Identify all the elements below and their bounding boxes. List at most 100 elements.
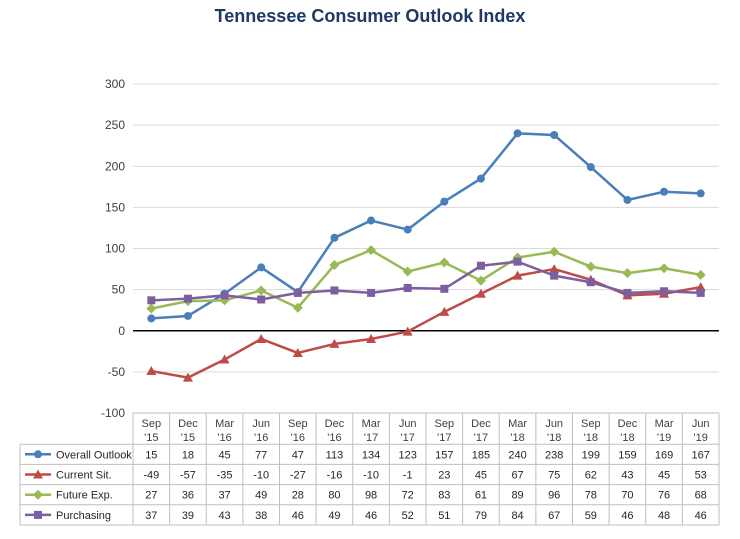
table-cell: 48 [658, 510, 670, 522]
data-point [696, 189, 705, 198]
table-cell: -10 [363, 470, 379, 482]
data-point [439, 257, 450, 268]
table-cell: 45 [475, 470, 487, 482]
data-point [146, 303, 157, 314]
data-point [660, 187, 669, 196]
x-tick-label: '17 [474, 432, 488, 444]
table-cell: 83 [438, 490, 450, 502]
table-cell: 53 [695, 470, 707, 482]
data-point [586, 163, 595, 172]
data-point [366, 333, 377, 343]
x-tick-label: '18 [584, 432, 598, 444]
data-point [623, 288, 632, 297]
x-tick-label: Mar [215, 418, 234, 430]
data-point [367, 288, 376, 297]
data-point [475, 275, 486, 286]
table-cell: 240 [508, 449, 526, 461]
data-point [585, 261, 596, 272]
x-tick-label: '15 [144, 432, 158, 444]
series-line [151, 260, 701, 302]
x-tick-label: '18 [620, 432, 634, 444]
series-name: Overall Outlook [56, 449, 132, 461]
y-tick-label: -100 [101, 406, 125, 420]
legend-key-marker [34, 510, 42, 519]
table-cell: 46 [621, 510, 633, 522]
table-cell: 62 [585, 470, 597, 482]
x-tick-label: Jun [545, 418, 563, 430]
table-cell: 67 [511, 470, 523, 482]
table-cell: 45 [218, 449, 230, 461]
table-cell: 80 [328, 490, 340, 502]
table-cell: -10 [253, 470, 269, 482]
table-cell: 15 [145, 449, 157, 461]
data-point [329, 338, 340, 348]
x-tick-label: '19 [694, 432, 708, 444]
table-cell: -27 [290, 470, 306, 482]
data-point [696, 288, 705, 297]
table-cell: 52 [402, 510, 414, 522]
data-point [402, 266, 413, 277]
x-tick-label: Dec [618, 418, 638, 430]
series-name: Future Exp. [56, 490, 113, 502]
table-cell: -35 [217, 470, 233, 482]
data-point [402, 326, 413, 336]
table-cell: 45 [658, 470, 670, 482]
data-point [147, 296, 156, 305]
table-cell: 59 [585, 510, 597, 522]
x-tick-label: '18 [547, 432, 561, 444]
table-cell: 27 [145, 490, 157, 502]
x-tick-label: '16 [327, 432, 341, 444]
data-point [147, 314, 156, 323]
x-tick-label: '17 [364, 432, 378, 444]
table-cell: 89 [511, 490, 523, 502]
table-cell: 49 [255, 490, 267, 502]
y-tick-label: 200 [105, 159, 125, 173]
x-tick-label: Jun [692, 418, 710, 430]
data-point [293, 288, 302, 297]
x-tick-label: Sep [142, 418, 162, 430]
data-point [440, 197, 449, 206]
data-point [513, 129, 522, 138]
y-tick-label: 100 [105, 242, 125, 256]
table-cell: 43 [218, 510, 230, 522]
data-point [256, 333, 267, 343]
data-point [183, 311, 192, 320]
x-tick-label: Sep [435, 418, 455, 430]
legend-key-marker [33, 469, 43, 479]
table-cell: 98 [365, 490, 377, 502]
table-cell: 47 [292, 449, 304, 461]
x-tick-label: '15 [181, 432, 195, 444]
table-cell: 46 [365, 510, 377, 522]
data-point [182, 372, 193, 382]
data-point [440, 284, 449, 293]
table-cell: 185 [472, 449, 490, 461]
table-cell: 123 [399, 449, 417, 461]
table-cell: 157 [435, 449, 453, 461]
table-cell: 37 [218, 490, 230, 502]
table-cell: 23 [438, 470, 450, 482]
x-tick-label: Dec [471, 418, 491, 430]
x-tick-label: Jun [399, 418, 417, 430]
table-cell: 36 [182, 490, 194, 502]
x-tick-label: '18 [510, 432, 524, 444]
x-tick-label: Mar [362, 418, 381, 430]
table-cell: 78 [585, 490, 597, 502]
x-tick-label: Jun [252, 418, 270, 430]
data-point [146, 366, 157, 376]
data-point [366, 245, 377, 256]
data-point [183, 294, 192, 303]
x-tick-label: Dec [178, 418, 198, 430]
legend-key-marker [33, 489, 43, 500]
data-point [549, 264, 560, 274]
table-cell: -1 [403, 470, 413, 482]
y-tick-label: 0 [118, 324, 125, 338]
table-cell: 46 [292, 510, 304, 522]
x-tick-label: '16 [217, 432, 231, 444]
data-point [513, 257, 522, 266]
table-cell: 199 [582, 449, 600, 461]
data-point [403, 283, 412, 292]
data-point [659, 263, 670, 274]
data-point [329, 259, 340, 270]
table-cell: 134 [362, 449, 380, 461]
